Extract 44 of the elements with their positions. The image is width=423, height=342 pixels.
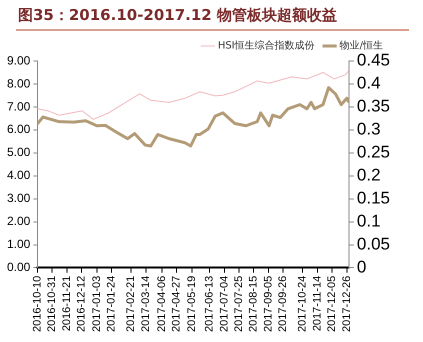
y-tick-label: 2.00 (6, 214, 31, 228)
y2-tick-label: 0.1 (356, 211, 381, 230)
y-tick-label: 7.00 (6, 99, 31, 114)
y-tick-label: 1.00 (6, 237, 31, 252)
x-tick-label: 2017-09-05 (262, 276, 274, 332)
y-tick-label: 3.00 (6, 191, 31, 206)
x-tick-label: 2017-02-21 (125, 276, 138, 332)
legend-label: HSI恒生综合指数成份 (218, 40, 315, 52)
x-tick-label: 2017-01-24 (106, 276, 118, 332)
x-tick-label: 2017-05-19 (186, 276, 198, 332)
x-tick-label: 2017-04-06 (156, 276, 168, 332)
y-tick-label: 0.00 (6, 260, 31, 274)
x-tick-label: 2017-11-14 (311, 276, 324, 332)
legend-label: 物业/恒生 (340, 40, 384, 52)
x-tick-label: 2017-12-26 (340, 276, 353, 332)
y2-tick-label: 0.25 (356, 142, 390, 162)
x-tick-label: 2017-12-05 (326, 276, 338, 332)
x-tick-label: 2017-04-27 (170, 276, 183, 332)
y-tick-label: 6.00 (6, 122, 31, 136)
x-tick-label: 2016-11-21 (60, 276, 73, 332)
y2-tick-label: 0 (356, 257, 366, 276)
y2-tick-label: 0.35 (356, 96, 390, 116)
x-tick-label: 2017-01-03 (90, 276, 103, 332)
x-tick-label: 2016-12-12 (75, 276, 88, 332)
y2-tick-label: 0.2 (356, 166, 381, 185)
x-tick-label: 2016-10-10 (31, 276, 44, 332)
x-tick-label: 2017-07-04 (218, 276, 230, 332)
x-tick-label: 2017-09-26 (277, 276, 290, 332)
y2-tick-label: 0.4 (356, 74, 381, 93)
x-tick-label: 2017-10-24 (296, 276, 309, 332)
y-tick-label: 5.00 (6, 145, 31, 160)
y2-tick-label: 0.3 (356, 120, 381, 139)
x-tick-label: 2017-07-25 (233, 276, 246, 332)
x-tick-label: 2016-10-31 (46, 276, 58, 332)
y-tick-label: 4.00 (6, 168, 31, 182)
y-tick-label: 9.00 (6, 53, 31, 68)
x-tick-label: 2017-06-13 (204, 276, 216, 332)
x-tick-label: 2017-08-15 (248, 276, 260, 332)
y-tick-label: 8.00 (6, 76, 31, 90)
x-tick-label: 2017-03-14 (140, 276, 152, 332)
y2-tick-label: 0.45 (356, 50, 390, 70)
chart-title: 图35：2016.10-2017.12 物管板块超额收益 (16, 6, 409, 31)
y2-tick-label: 0.05 (356, 234, 390, 254)
y2-tick-label: 0.15 (356, 188, 390, 208)
